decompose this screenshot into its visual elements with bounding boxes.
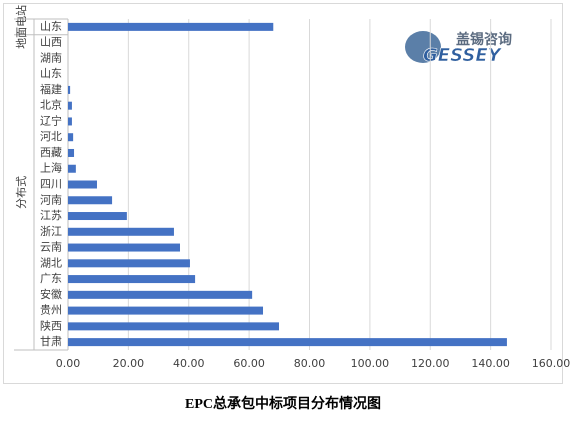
chart-title: EPC总承包中标项目分布情况图: [185, 395, 381, 412]
y-tick-label: 辽宁: [40, 113, 62, 127]
logo-brand: GESSEY: [423, 45, 503, 66]
bar: [68, 85, 71, 94]
bar: [68, 259, 190, 268]
group-label: 分布式: [15, 176, 28, 209]
bar: [68, 148, 75, 157]
x-tick-label: 100.00: [351, 357, 390, 370]
bar: [68, 275, 196, 284]
y-tick-label: 四川: [40, 178, 62, 191]
y-tick-label: 广东: [40, 272, 62, 285]
x-tick-label: 140.00: [471, 357, 510, 370]
y-tick-label: 江苏: [40, 209, 62, 222]
bar: [68, 101, 72, 110]
logo-circle: [405, 31, 441, 63]
bar: [68, 164, 76, 173]
y-tick-label: 湖南: [40, 51, 62, 64]
x-tick-label: 80.00: [294, 357, 326, 370]
y-tick-label: 云南: [40, 241, 62, 254]
bar: [68, 196, 113, 205]
logo: 盖锡咨询 GESSEY: [405, 31, 512, 66]
bar: [68, 322, 280, 331]
y-tick-label: 上海: [40, 161, 62, 175]
bar: [68, 22, 274, 31]
bar: [68, 306, 264, 315]
y-tick-label: 西藏: [40, 146, 62, 159]
y-tick-label: 北京: [40, 98, 62, 112]
bar: [68, 227, 174, 236]
x-tick-label: 20.00: [113, 357, 145, 370]
y-tick-label: 浙江: [40, 225, 62, 238]
bar: [68, 290, 253, 299]
x-tick-label: 40.00: [173, 357, 205, 370]
y-tick-label: 福建: [40, 82, 62, 96]
y-tick-label: 山东: [40, 20, 62, 33]
x-tick-label: 160.00: [532, 357, 571, 370]
y-tick-label: 陕西: [40, 318, 62, 332]
group-label: 地面电站: [14, 5, 28, 49]
bar: [68, 243, 180, 252]
x-tick-label: 60.00: [233, 357, 265, 370]
y-tick-label: 甘肃: [40, 335, 62, 348]
x-tick-label: 120.00: [411, 357, 450, 370]
x-tick-label: 0.00: [56, 357, 81, 370]
y-tick-label: 山东: [40, 67, 62, 80]
bar: [68, 133, 74, 142]
y-tick-label: 河北: [40, 130, 62, 143]
bar: [68, 117, 72, 126]
bar: [68, 338, 507, 347]
bar: [68, 180, 97, 189]
y-tick-label: 贵州: [40, 304, 62, 317]
chart-frame: [3, 3, 563, 384]
bar: [68, 212, 127, 221]
y-tick-label: 湖北: [40, 256, 62, 269]
logo-text: 盖锡咨询: [456, 31, 512, 48]
y-tick-label: 河南: [40, 193, 62, 206]
y-tick-label: 山西: [40, 36, 62, 49]
y-tick-label: 安徽: [40, 287, 62, 301]
